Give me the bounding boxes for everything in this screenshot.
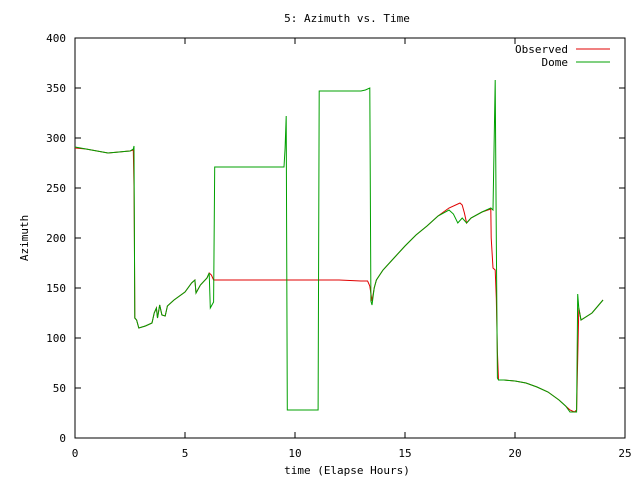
x-tick-label: 20 (508, 447, 521, 460)
plot-area (74, 37, 626, 439)
x-tick-label: 15 (398, 447, 411, 460)
y-tick-label: 400 (46, 32, 66, 45)
y-tick-label: 200 (46, 232, 66, 245)
series-line-observed (74, 147, 604, 413)
y-tick-label: 300 (46, 132, 66, 145)
y-axis-label: Azimuth (18, 215, 31, 261)
legend-label-observed: Observed (515, 43, 568, 56)
x-axis: 0 5 10 15 20 25 (72, 38, 632, 460)
series-line-dome (74, 79, 604, 413)
y-tick-label: 0 (59, 432, 66, 445)
x-tick-label: 0 (72, 447, 79, 460)
legend-label-dome: Dome (542, 56, 569, 69)
series-lines (74, 79, 604, 413)
y-tick-label: 50 (53, 382, 66, 395)
y-tick-label: 150 (46, 282, 66, 295)
y-tick-label: 100 (46, 332, 66, 345)
x-tick-label: 25 (618, 447, 631, 460)
x-axis-label: time (Elapse Hours) (284, 464, 410, 477)
chart-title: 5: Azimuth vs. Time (284, 12, 410, 25)
y-axis: 0 50 100 150 200 250 300 350 400 (46, 32, 625, 445)
y-tick-label: 350 (46, 82, 66, 95)
y-tick-label: 250 (46, 182, 66, 195)
x-tick-label: 10 (288, 447, 301, 460)
x-tick-label: 5 (182, 447, 189, 460)
